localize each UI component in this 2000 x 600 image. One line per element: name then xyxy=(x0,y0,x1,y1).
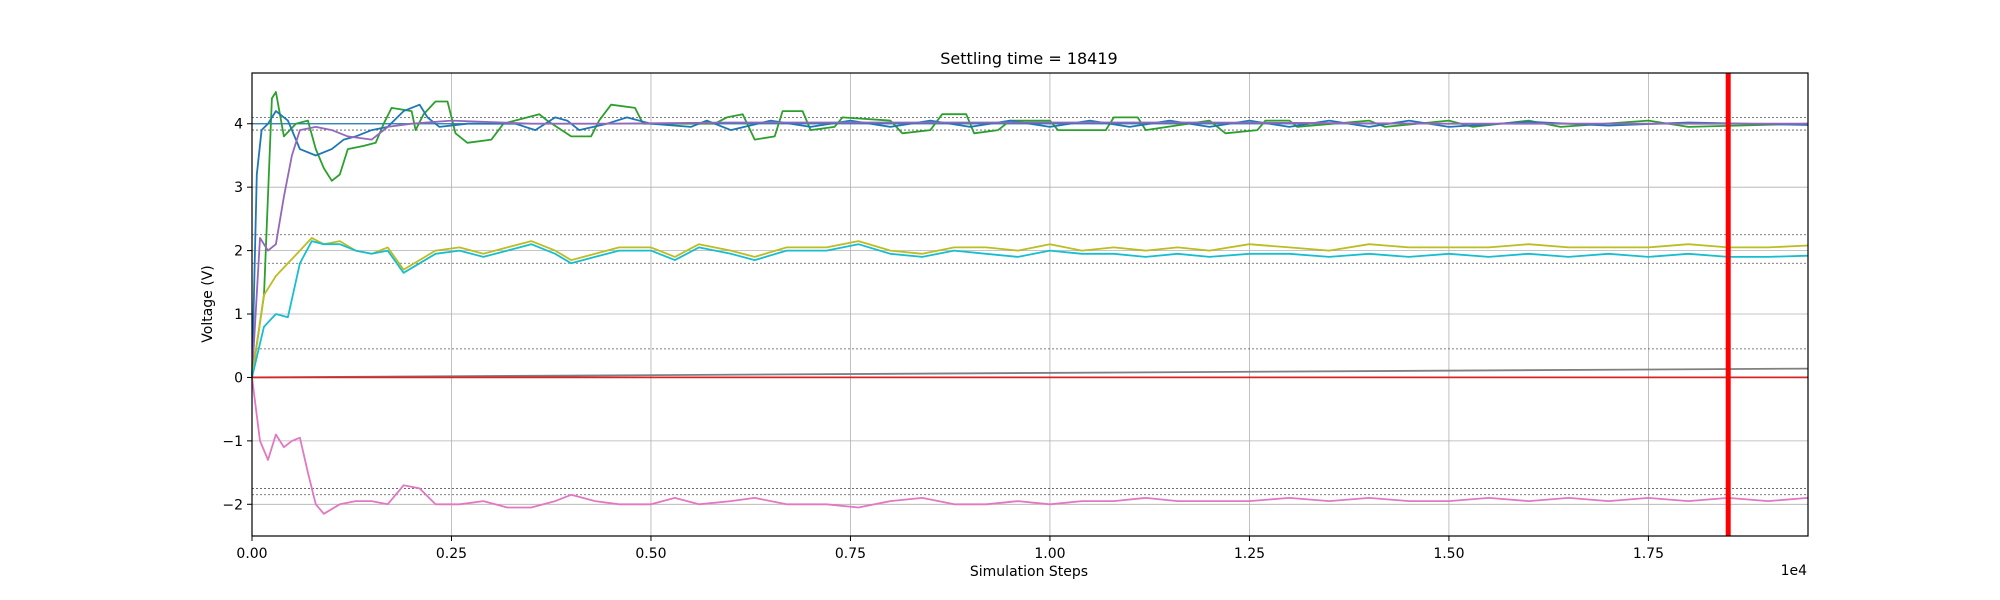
x-tick-label: 0.50 xyxy=(635,546,666,562)
y-tick-label: −2 xyxy=(222,497,243,513)
x-tick-label: 0.75 xyxy=(835,546,866,562)
x-tick-label: 0.00 xyxy=(236,546,267,562)
x-tick-label: 1.00 xyxy=(1034,546,1065,562)
series-line xyxy=(251,240,1809,378)
plot-frame xyxy=(251,72,1809,537)
y-tick-label: −1 xyxy=(222,434,243,450)
x-tick-label: 1.50 xyxy=(1433,546,1464,562)
y-tick-label: 2 xyxy=(234,244,243,260)
series-line xyxy=(251,119,1808,378)
series-line xyxy=(251,377,1809,515)
data-series xyxy=(251,91,1809,515)
chart-title: Settling time = 18419 xyxy=(940,49,1117,68)
series-line xyxy=(251,91,1809,378)
y-tick-label: 3 xyxy=(234,180,243,196)
y-tick-label: 0 xyxy=(234,370,243,386)
y-axis-ticks: −2 −1 0 1 2 3 4 xyxy=(222,117,252,513)
x-axis-ticks: 0.00 0.25 0.50 0.75 1.00 1.25 1.50 1.75 xyxy=(236,536,1664,562)
x-tick-label: 1.25 xyxy=(1234,546,1265,562)
y-tick-label: 4 xyxy=(234,117,243,133)
y-tick-label: 1 xyxy=(234,307,243,323)
x-tick-label: 0.25 xyxy=(436,546,467,562)
x-axis-label: Simulation Steps xyxy=(970,564,1088,580)
series-line xyxy=(251,367,1809,379)
x-axis-offset-label: 1e4 xyxy=(1781,563,1808,579)
x-tick-label: 1.75 xyxy=(1633,546,1664,562)
y-axis-label: Voltage (V) xyxy=(200,265,216,342)
